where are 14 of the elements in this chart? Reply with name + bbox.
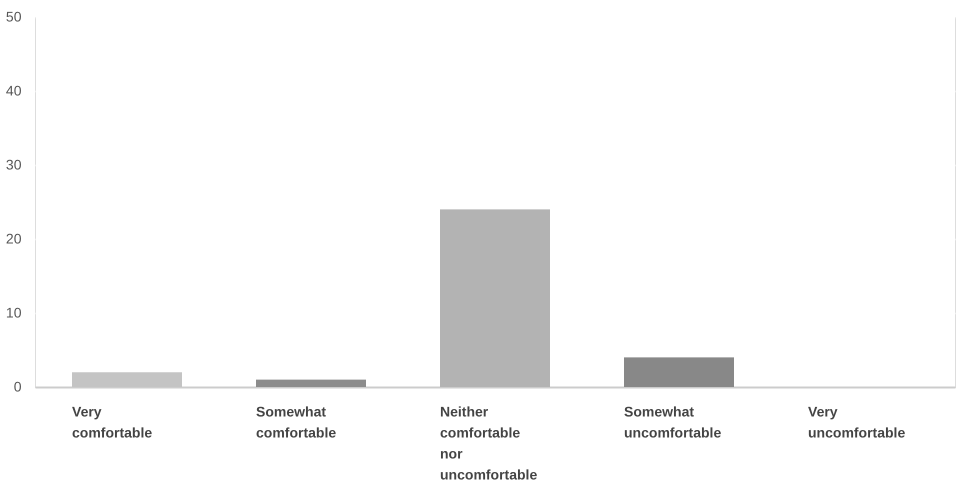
bar xyxy=(256,380,366,387)
y-tick-label: 0 xyxy=(14,378,22,394)
x-tick-label: Neither comfortable nor uncomfortable xyxy=(440,404,538,482)
y-tick-label: 50 xyxy=(6,8,22,24)
bar xyxy=(624,357,734,387)
y-tick-label: 30 xyxy=(6,156,22,172)
x-tick-label: Somewhat comfortable xyxy=(256,404,336,440)
y-tick-label: 20 xyxy=(6,230,22,246)
y-tick-label: 10 xyxy=(6,304,22,320)
x-tick-label: Very comfortable xyxy=(72,404,152,440)
bar xyxy=(440,209,550,387)
x-tick-label: Very uncomfortable xyxy=(808,404,906,440)
y-tick-label: 40 xyxy=(6,82,22,98)
x-tick-label: Somewhat uncomfortable xyxy=(624,404,722,440)
